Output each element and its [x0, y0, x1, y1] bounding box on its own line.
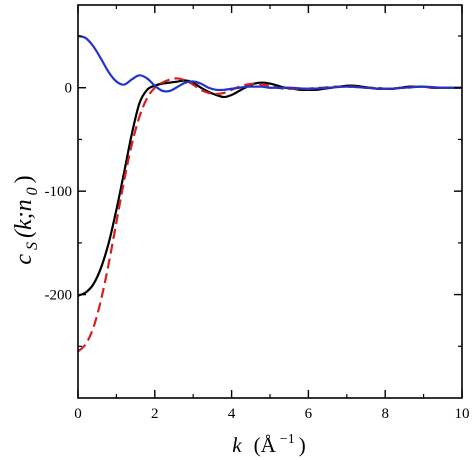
y-axis-title-args-sub: 0	[24, 187, 41, 195]
x-tick-label: 2	[151, 406, 159, 422]
y-tick-label: -200	[45, 288, 73, 304]
x-tick-label: 10	[455, 406, 470, 422]
y-axis-title-sub: S	[24, 242, 41, 250]
y-axis-title-close: )	[11, 175, 37, 183]
x-axis-title-unit-open: (Å	[254, 433, 277, 457]
x-tick-label: 0	[74, 406, 82, 422]
x-tick-label: 4	[228, 406, 236, 422]
x-tick-label: 6	[305, 406, 313, 422]
y-axis-title: c S (k;n 0 )	[11, 175, 41, 264]
y-axis-title-main: c	[11, 254, 37, 265]
x-axis-title: k (Å −1 )	[232, 430, 305, 457]
x-axis-title-main: k	[232, 433, 242, 457]
x-ticks: 0 2 4 6 8 10	[74, 5, 470, 422]
series-layer	[78, 34, 462, 353]
x-axis-title-unit-close: )	[299, 433, 306, 457]
y-axis-title-args: (k;n	[11, 199, 37, 238]
y-tick-label: 0	[65, 81, 73, 97]
x-axis-title-unit-exp: −1	[280, 432, 295, 447]
x-tick-label: 8	[381, 406, 389, 422]
y-tick-label: -100	[45, 184, 73, 200]
series-line-3	[78, 34, 462, 93]
y-ticks: 0 -100 -200	[45, 35, 462, 347]
